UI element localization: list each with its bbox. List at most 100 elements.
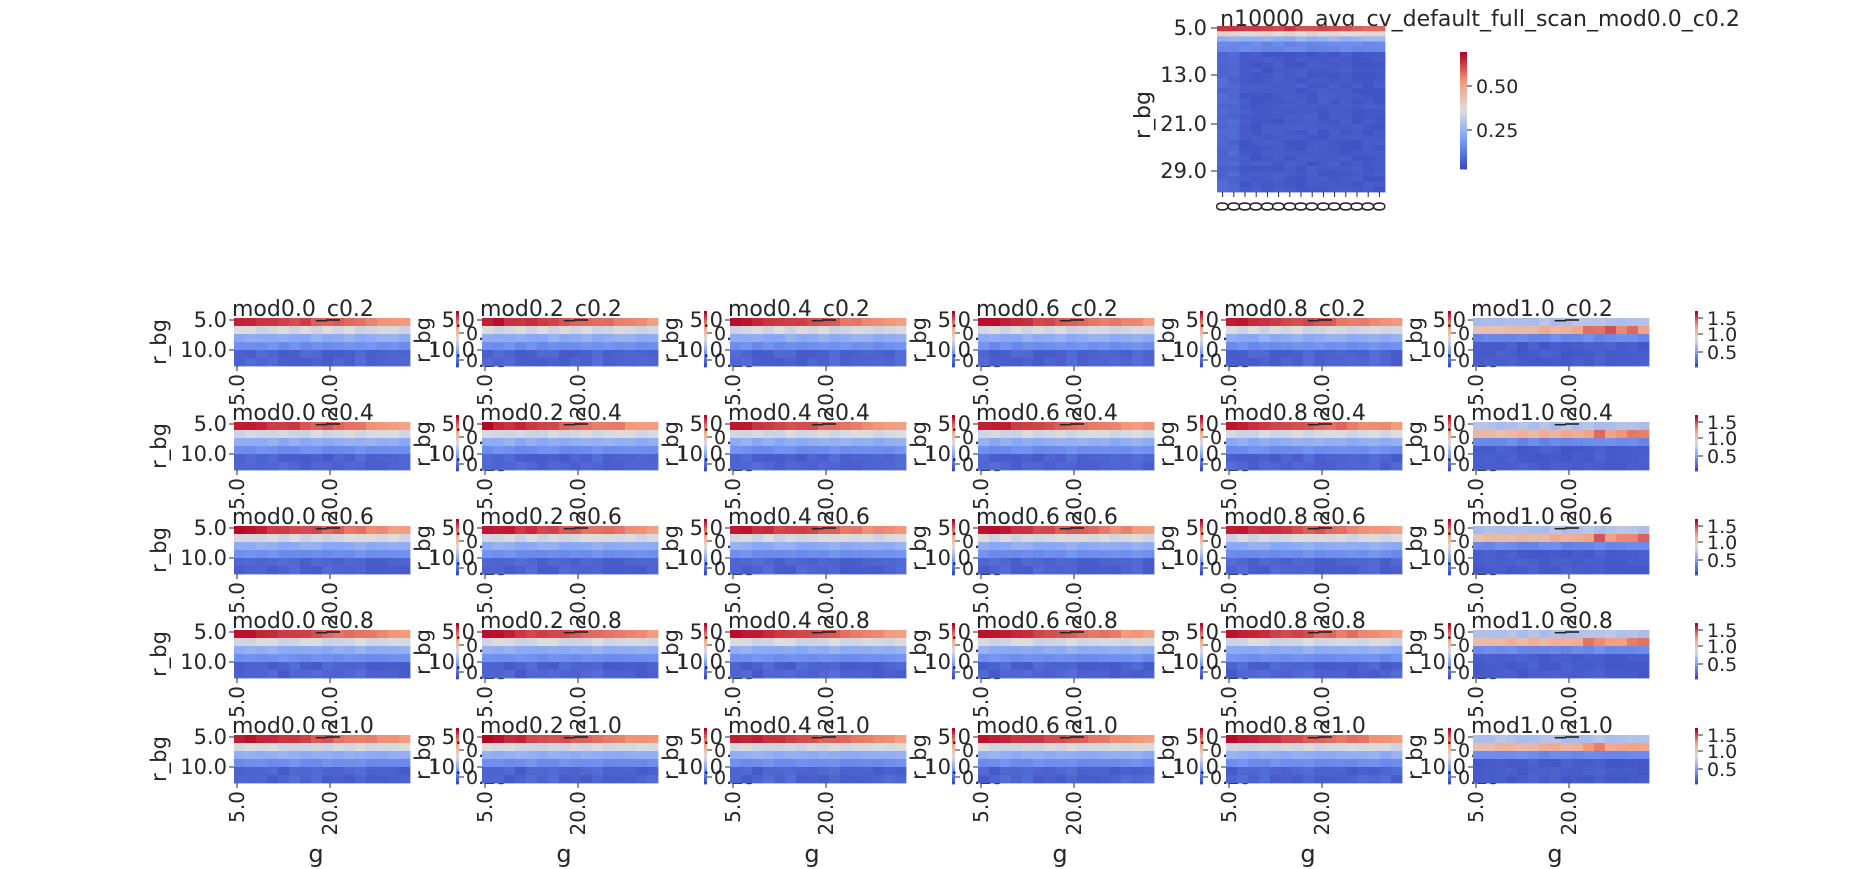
heatmap-cell [366, 630, 378, 639]
colorbar-segment [1460, 110, 1467, 114]
heatmap-cell [570, 743, 582, 752]
heatmap-cell [1088, 767, 1100, 776]
heatmap-cell [884, 759, 896, 768]
heatmap-cell [1517, 767, 1529, 776]
colorbar-segment [952, 455, 955, 459]
heatmap-cell [1239, 124, 1251, 131]
heatmap-cell [1317, 166, 1330, 172]
heatmap-cell [1495, 630, 1507, 639]
colorbar-segment [1200, 647, 1203, 652]
heatmap-cell [1237, 534, 1249, 543]
heatmap-cell [1248, 775, 1260, 784]
heatmap-cell [1351, 103, 1363, 110]
heatmap-cell [1077, 526, 1089, 535]
heatmap-cell [763, 342, 775, 351]
heatmap-cell [1484, 454, 1496, 463]
heatmap-cell [752, 759, 764, 768]
heatmap-cell [636, 654, 648, 663]
colorbar-segment [1448, 765, 1451, 769]
heatmap-cell [1011, 670, 1023, 679]
heatmap-cell [1011, 638, 1023, 647]
heatmap-cell [1528, 358, 1540, 367]
x-tick-label: 0 [1326, 201, 1346, 212]
heatmap-cell [1066, 646, 1078, 655]
y-tick-label: 5.0 [938, 308, 971, 332]
heatmap-cell [1022, 654, 1034, 663]
colorbar-segment [456, 363, 459, 368]
heatmap-cell [1000, 751, 1012, 760]
x-tick-label: 20.0 [566, 686, 590, 731]
heatmap-cell [1303, 526, 1315, 535]
heatmap-cell [1473, 558, 1485, 567]
y-tick-label: 10.0 [1419, 755, 1466, 779]
heatmap-cell [1088, 526, 1100, 535]
colorbar-segment [1200, 669, 1203, 674]
heatmap-cell [774, 743, 786, 752]
heatmap-cell [289, 743, 301, 752]
heatmap-cell [1000, 759, 1012, 768]
x-tick-label: 0 [1247, 201, 1267, 212]
heatmap-cell [366, 566, 378, 575]
heatmap-cell [840, 334, 852, 343]
colorbar-segment [456, 357, 459, 362]
heatmap-cell [1022, 542, 1034, 551]
heatmap-cell [647, 438, 659, 447]
colorbar-segment [456, 528, 459, 532]
heatmap-cell [774, 735, 786, 744]
heatmap-cell [1391, 759, 1403, 768]
heatmap-cell [1495, 743, 1507, 752]
heatmap-cell [1351, 181, 1363, 188]
colorbar-segment [952, 626, 955, 630]
heatmap-cell [807, 662, 819, 671]
heatmap-cell [636, 767, 648, 776]
heatmap-cell [989, 358, 1001, 367]
heatmap-cell [1088, 751, 1100, 760]
colorbar-segment [1200, 632, 1203, 636]
heatmap-cell [1303, 542, 1315, 551]
heatmap-cell [1033, 751, 1045, 760]
heatmap-cell [1627, 566, 1639, 575]
heatmap-cell [592, 654, 604, 663]
colorbar-segment [1460, 101, 1467, 106]
heatmap-cell [1495, 550, 1507, 559]
heatmap-cell [1259, 454, 1271, 463]
heatmap-cell [548, 342, 560, 351]
small-heatmap-title: mod0.2_c1.0 [480, 714, 622, 739]
heatmap-cell [1303, 422, 1315, 431]
heatmap-cell [1314, 422, 1326, 431]
x-tick-label: 5.0 [721, 478, 745, 510]
heatmap-cell [1044, 743, 1056, 752]
y-tick-label: 5.0 [1433, 516, 1466, 540]
heatmap-cell [1373, 124, 1386, 131]
small-heatmap-panel: mod0.0_c0.25.010.0r_bgr_bg0.500.255.020.… [147, 297, 508, 419]
heatmap-cell [1539, 767, 1551, 776]
colorbar-segment [1448, 446, 1451, 450]
heatmap-cell [763, 526, 775, 535]
heatmap-cell [1528, 638, 1540, 647]
colorbar-segment [456, 421, 459, 425]
heatmap-cell [978, 759, 990, 768]
colorbar-segment [704, 734, 707, 738]
heatmap-cell [1373, 186, 1386, 193]
colorbar-segment [456, 531, 459, 535]
colorbar-segment [1200, 351, 1203, 355]
heatmap-cell [559, 534, 571, 543]
heatmap-cell [1055, 334, 1067, 343]
y-tick-label: 5.0 [1186, 308, 1219, 332]
colorbar-segment [952, 314, 955, 318]
colorbar-segment [456, 424, 459, 428]
heatmap-cell [1373, 103, 1386, 110]
heatmap-cell [1347, 430, 1359, 439]
heatmap-cell [1329, 171, 1341, 177]
heatmap-cell [311, 743, 323, 752]
heatmap-cell [741, 430, 753, 439]
heatmap-cell [1110, 358, 1122, 367]
heatmap-cell [752, 646, 764, 655]
heatmap-cell [1228, 88, 1240, 94]
colorbar-segment [1200, 731, 1203, 735]
heatmap-cell [526, 743, 538, 752]
heatmap-cell [1270, 350, 1282, 359]
heatmap-cell [1228, 31, 1240, 37]
heatmap-cell [1362, 119, 1375, 125]
heatmap-cell [636, 759, 648, 768]
